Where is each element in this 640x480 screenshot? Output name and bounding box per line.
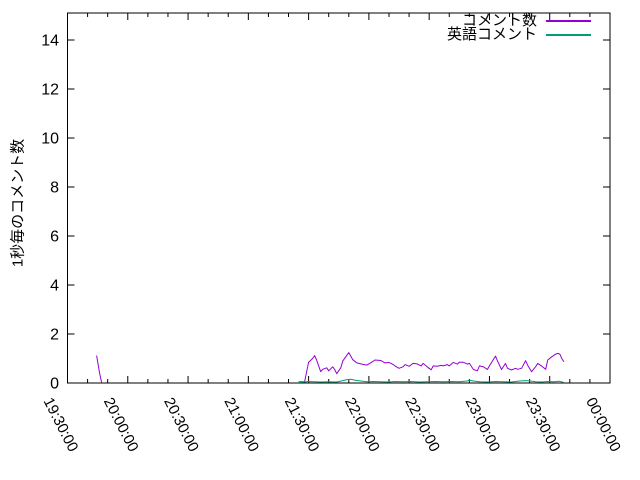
- y-tick-label: 8: [50, 180, 59, 197]
- x-tick-label: 23:00:00: [462, 395, 504, 455]
- x-tick-label: 19:30:00: [40, 395, 82, 455]
- y-tick-label: 2: [50, 327, 59, 344]
- x-tick-label: 21:00:00: [220, 395, 262, 455]
- x-tick-label: 20:00:00: [100, 395, 142, 455]
- y-tick-label: 14: [41, 33, 59, 50]
- legend: コメント数 英語コメント: [446, 12, 591, 43]
- legend-item-comments: コメント数: [447, 12, 591, 29]
- legend-label-english-comments: 英語コメント: [446, 26, 537, 43]
- y-tick-label: 6: [50, 229, 59, 246]
- x-tick-label: 22:30:00: [401, 395, 443, 455]
- series-line-0: [96, 355, 103, 384]
- legend-line-sample-english-comments: [546, 34, 591, 36]
- x-tick-label: 21:30:00: [281, 395, 323, 455]
- series-line-1: [298, 378, 564, 383]
- y-tick-label: 4: [50, 278, 59, 295]
- x-tick-label: 22:00:00: [341, 395, 383, 455]
- x-tick-label: 20:30:00: [160, 395, 202, 455]
- legend-line-sample-comments: [546, 20, 591, 22]
- series-line-0: [298, 352, 565, 383]
- legend-item-english-comments: 英語コメント: [446, 26, 591, 43]
- y-tick-label: 12: [41, 82, 59, 99]
- y-axis-title: 1秒毎のコメント数: [9, 138, 27, 268]
- legend-label-comments: コメント数: [461, 12, 537, 29]
- y-tick-label: 10: [41, 131, 59, 148]
- x-tick-label: 00:00:00: [582, 395, 624, 455]
- plot-border: [67, 12, 611, 384]
- x-tick-label: 23:30:00: [522, 395, 564, 455]
- y-tick-label: 0: [50, 376, 59, 393]
